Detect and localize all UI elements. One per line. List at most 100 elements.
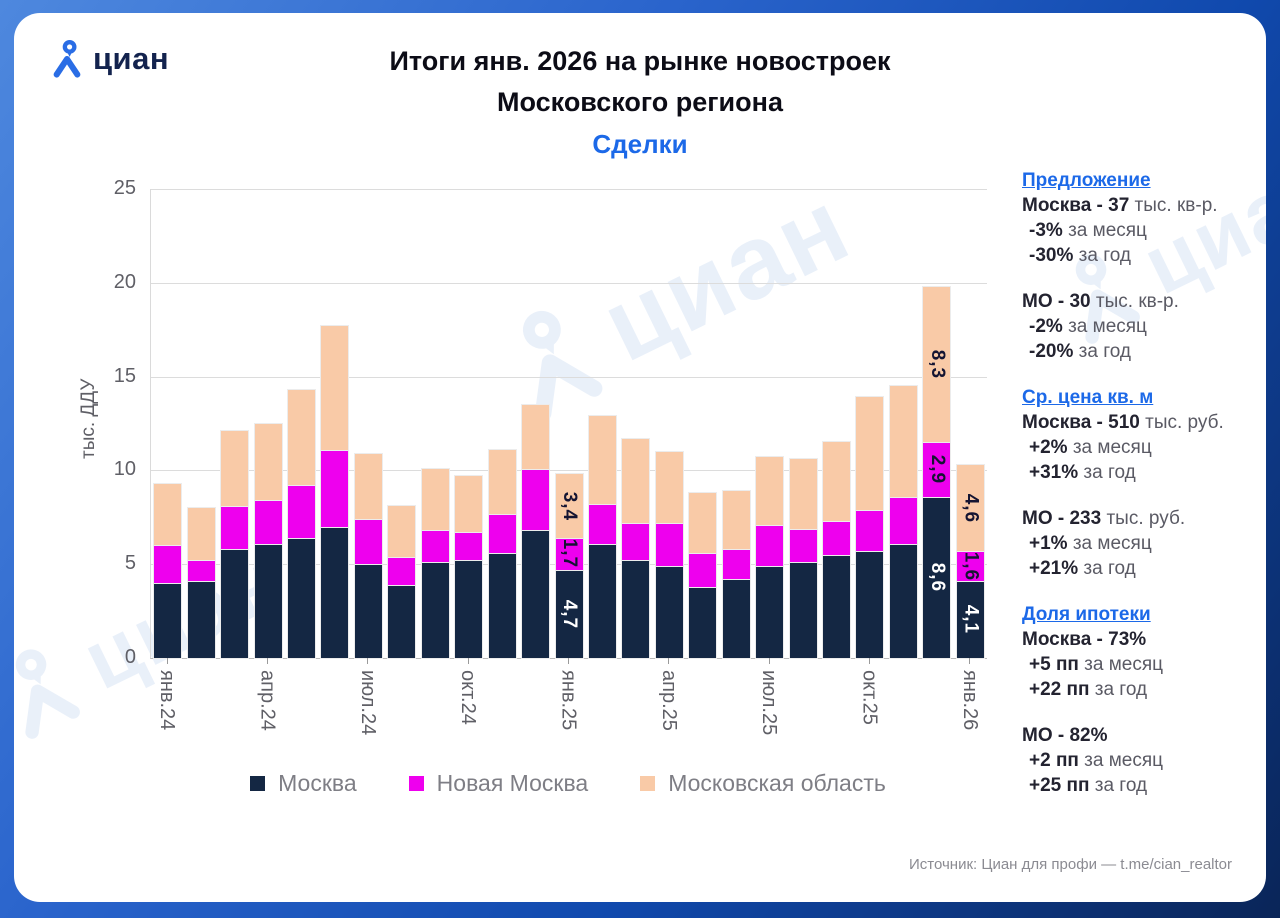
bar-segment-апр.24 bbox=[254, 543, 282, 658]
y-tick-label: 20 bbox=[113, 270, 136, 293]
x-tick-label: июл.25 bbox=[758, 670, 781, 736]
bar-segment-июл.25 bbox=[756, 566, 784, 658]
legend-item: Новая Москва bbox=[408, 770, 589, 797]
legend-label: Новая Москва bbox=[436, 770, 589, 796]
bar-segment-окт.24 bbox=[455, 476, 483, 533]
stat-line: Москва - 37 тыс. кв-р. bbox=[1022, 195, 1218, 216]
legend-swatch bbox=[250, 776, 266, 791]
x-tick-label: окт.25 bbox=[858, 670, 881, 725]
cian-logo: циан bbox=[48, 39, 169, 79]
bar-segment-сен.24 bbox=[421, 468, 449, 531]
stat-line: +5 пп за месяц bbox=[1029, 654, 1164, 675]
x-tick bbox=[467, 658, 469, 664]
bar-value-label: 8,6 bbox=[926, 562, 948, 593]
bar-segment-апр.24 bbox=[254, 423, 282, 501]
y-gridline-10 bbox=[151, 470, 987, 472]
x-tick-label: янв.24 bbox=[156, 670, 179, 731]
stat-line: +31% за год bbox=[1029, 462, 1136, 483]
sidebar-heading[interactable]: Предложение bbox=[1022, 170, 1151, 191]
sidebar-heading[interactable]: Ср. цена кв. м bbox=[1022, 387, 1154, 408]
chart-legend: Москва Новая Москва Московская область bbox=[150, 770, 986, 797]
x-tick-label: июл.24 bbox=[356, 670, 379, 736]
sidebar-section: Предложение Москва - 37 тыс. кв-р. -3% за … bbox=[1022, 168, 1266, 364]
slide-card: циан циан циан циан bbox=[14, 13, 1266, 902]
bar-segment-июл.24 bbox=[354, 453, 382, 520]
sidebar-section: Ср. цена кв. м Москва - 510 тыс. руб. +2% … bbox=[1022, 385, 1266, 581]
bar-segment-ноя.24 bbox=[488, 449, 516, 514]
bar-segment-сен.24 bbox=[421, 530, 449, 563]
bar-segment-июл.25 bbox=[756, 457, 784, 525]
stat-block: МО - 233 тыс. руб. +1% за месяц +21% за го… bbox=[1022, 506, 1266, 581]
bar-segment-ноя.25 bbox=[889, 386, 917, 497]
bar-segment-апр.24 bbox=[254, 500, 282, 544]
chart-subtitle: Сделки bbox=[592, 129, 688, 159]
bar-segment-авг.25 bbox=[789, 459, 817, 529]
y-tick-label: 15 bbox=[113, 364, 136, 387]
bar-segment-янв.24 bbox=[154, 582, 182, 658]
bar-segment-июл.25 bbox=[756, 524, 784, 567]
bar-segment-окт.25 bbox=[856, 509, 884, 552]
stat-line: -3% за месяц bbox=[1029, 220, 1147, 241]
bar-segment-май.24 bbox=[287, 537, 315, 658]
stat-line: +25 пп за год bbox=[1029, 775, 1148, 796]
bar-segment-мар.25 bbox=[622, 438, 650, 523]
logo-text: циан bbox=[93, 41, 170, 76]
bar-segment-апр.25 bbox=[655, 451, 683, 523]
bar-value-label: 4,6 bbox=[960, 493, 982, 523]
bar-segment-авг.24 bbox=[388, 506, 416, 557]
stat-line: Москва - 73% bbox=[1022, 629, 1147, 650]
legend-swatch bbox=[640, 776, 656, 791]
bar-segment-дек.25 bbox=[923, 286, 951, 443]
bar-segment-июл.24 bbox=[354, 519, 382, 565]
bar-segment-авг.25 bbox=[789, 562, 817, 658]
bar-segment-фев.24 bbox=[187, 581, 215, 658]
x-tick bbox=[668, 658, 670, 664]
bar-segment-фев.24 bbox=[187, 507, 215, 561]
bar-value-label: 1,6 bbox=[960, 551, 982, 581]
bar-segment-ноя.25 bbox=[889, 543, 917, 658]
bar-segment-июн.24 bbox=[321, 449, 349, 527]
bar-segment-июн.25 bbox=[722, 579, 750, 658]
x-tick bbox=[768, 658, 770, 664]
legend-label: Московская область bbox=[668, 770, 886, 796]
bar-segment-дек.25 bbox=[923, 496, 951, 658]
stat-line: МО - 82% bbox=[1022, 725, 1108, 746]
stat-block: МО - 30 тыс. кв-р. -2% за месяц -20% за го… bbox=[1022, 289, 1266, 364]
bar-segment-окт.24 bbox=[455, 532, 483, 561]
x-tick bbox=[868, 658, 870, 664]
bar-segment-фев.25 bbox=[588, 543, 616, 658]
x-tick-label: апр.24 bbox=[256, 670, 279, 731]
x-tick bbox=[267, 658, 269, 664]
bar-segment-мар.24 bbox=[221, 431, 249, 507]
bar-segment-май.25 bbox=[689, 492, 717, 553]
title-line-2: Московского региона bbox=[497, 87, 783, 117]
stat-block: Москва - 37 тыс. кв-р. -3% за месяц -30% з… bbox=[1022, 193, 1266, 268]
bar-segment-окт.24 bbox=[455, 560, 483, 658]
sidebar-heading[interactable]: Доля ипотеки bbox=[1022, 604, 1151, 625]
stat-line: +2 пп за месяц bbox=[1029, 750, 1164, 771]
bar-segment-сен.25 bbox=[823, 521, 851, 555]
bar-segment-авг.24 bbox=[388, 584, 416, 658]
bar-value-label: 2,9 bbox=[926, 454, 948, 485]
bar-segment-фев.25 bbox=[588, 504, 616, 544]
plot-area: 4,7 1,7 3,4 8,6 2,9 8,3 4,1 1,6 4,6 bbox=[150, 189, 987, 659]
bar-segment-янв.24 bbox=[154, 483, 182, 546]
stat-line: +1% за месяц bbox=[1029, 533, 1152, 554]
bar-segment-июн.25 bbox=[722, 491, 750, 550]
bar-segment-июн.24 bbox=[321, 526, 349, 658]
bar-value-label: 4,7 bbox=[559, 599, 580, 629]
y-gridline-15 bbox=[151, 376, 987, 378]
legend-item: Москва bbox=[250, 770, 357, 797]
cian-pin-icon bbox=[53, 40, 81, 78]
bar-segment-янв.26 bbox=[956, 581, 984, 658]
x-tick-label: янв.25 bbox=[557, 670, 580, 731]
bar-segment-мар.24 bbox=[221, 506, 249, 550]
page-title: Итоги янв. 2026 на рынке новостроек Моск… bbox=[134, 41, 1146, 123]
bar-value-label: 8,3 bbox=[926, 349, 948, 380]
bar-segment-апр.25 bbox=[655, 566, 683, 658]
bar-segment-янв.24 bbox=[154, 545, 182, 583]
bar-segment-фев.24 bbox=[187, 560, 215, 582]
bar-segment-фев.25 bbox=[588, 416, 616, 505]
stat-line: +22 пп за год bbox=[1029, 679, 1148, 700]
source-note: Источник: Циан для профи — t.me/cian_rea… bbox=[908, 856, 1232, 873]
